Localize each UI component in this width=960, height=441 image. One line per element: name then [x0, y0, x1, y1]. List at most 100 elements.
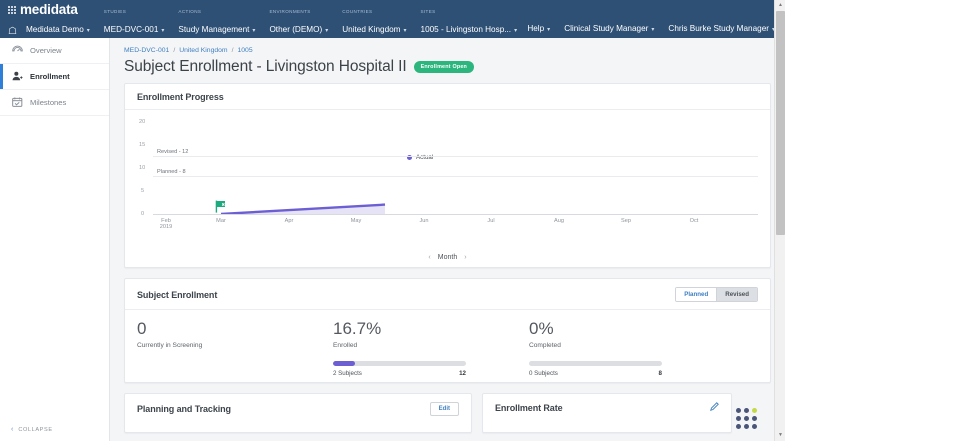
- brand-logo[interactable]: medidata: [8, 2, 78, 17]
- progress-bar-track-completed: [529, 360, 662, 366]
- launcher-dot: [744, 416, 749, 421]
- legend-marker-actual: [407, 155, 412, 160]
- breadcrumb-item-country[interactable]: United Kingdom: [179, 47, 228, 54]
- nav-kicker-actions: ACTIONS: [178, 9, 202, 14]
- sidebar: Overview Enrollment Milestones ‹ COLLAPS…: [0, 38, 110, 441]
- nav-label-environments: Other (DEMO): [269, 25, 323, 34]
- nav-item-help[interactable]: Help ▾: [527, 18, 550, 37]
- scrollbar-down-arrow[interactable]: ▼: [778, 432, 783, 438]
- page-title: Subject Enrollment - Livingston Hospital…: [124, 58, 407, 75]
- progress-target-enrolled: 12: [459, 369, 466, 377]
- progress-bar-fill-enrolled: [333, 360, 356, 366]
- subject-enrollment-stats: 0 Currently in Screening 16.7% Enrolled …: [125, 310, 770, 377]
- sidebar-collapse-label: COLLAPSE: [18, 426, 53, 433]
- app-root: medidata ☖ Medidata Demo ▾ STUDIES MED-DV…: [0, 0, 785, 441]
- x-tick-aug: Aug: [554, 218, 564, 224]
- nav-context-bar: ☖ Medidata Demo ▾ STUDIES MED-DVC-001 ▾ AC…: [8, 9, 531, 38]
- enrollment-progress-chart[interactable]: Actual 20 15 10 5 0 Revised - 12 Planned…: [125, 110, 770, 260]
- x-tick-apr: Apr: [284, 218, 294, 224]
- chevron-left-icon[interactable]: ‹: [428, 254, 431, 261]
- reference-line-planned: [153, 176, 758, 177]
- launcher-dot: [736, 408, 741, 413]
- nav-label-role: Clinical Study Manager: [564, 24, 649, 33]
- legend-label-actual: Actual: [416, 154, 434, 161]
- progress-bar-legend-completed: 0 Subjects 8: [529, 370, 662, 377]
- chevron-down-icon: ▾: [252, 28, 256, 34]
- enrollment-rate-header: Enrollment Rate: [483, 394, 731, 420]
- nav-item-role[interactable]: Clinical Study Manager ▾: [564, 18, 654, 37]
- x-tick-oct: Oct: [689, 218, 699, 224]
- x-tick-jul: Jul: [487, 218, 495, 224]
- chevron-down-icon: ▾: [514, 28, 518, 34]
- flag-icon: [215, 200, 226, 218]
- launcher-dot: [736, 416, 741, 421]
- launcher-dot: [744, 424, 749, 429]
- chevron-down-icon: ▾: [547, 27, 551, 33]
- progress-bar-track-enrolled: [333, 360, 466, 366]
- y-tick-20: 20: [139, 119, 146, 125]
- enrollment-rate-card: Enrollment Rate: [482, 393, 732, 433]
- nav-item-sites[interactable]: SITES 1005 - Livingston Hosp... ▾: [420, 9, 518, 38]
- planning-edit-button[interactable]: Edit: [429, 402, 459, 416]
- month-nav-label[interactable]: Month: [437, 254, 458, 261]
- nav-item-user[interactable]: Chris Burke Study Manager▾: [668, 18, 775, 37]
- top-navbar: medidata ☖ Medidata Demo ▾ STUDIES MED-DV…: [0, 0, 785, 38]
- nav-kicker-countries: COUNTRIES: [342, 9, 373, 14]
- stat-label-completed: Completed: [529, 341, 561, 349]
- stat-screening: 0 Currently in Screening: [137, 320, 333, 377]
- launcher-dot-highlight: [752, 408, 757, 413]
- chevron-down-icon: ▾: [325, 28, 329, 34]
- nav-item-studies[interactable]: STUDIES MED-DVC-001 ▾: [103, 9, 165, 38]
- nav-kicker-sites: SITES: [420, 9, 436, 14]
- nav-item-account[interactable]: Medidata Demo ▾: [26, 19, 90, 38]
- reference-label-planned: Planned - 8: [157, 169, 186, 175]
- planning-and-tracking-header: Planning and Tracking Edit: [125, 394, 471, 423]
- stat-label-screening: Currently in Screening: [137, 341, 203, 349]
- nav-item-actions[interactable]: ACTIONS Study Management ▾: [178, 9, 256, 38]
- nav-label-studies: MED-DVC-001: [103, 25, 159, 34]
- sidebar-label-overview: Overview: [30, 46, 62, 55]
- x-tick-jun: Jun: [419, 218, 429, 224]
- x-tick-feb: Feb 2019: [160, 218, 172, 230]
- chart-x-axis: [153, 214, 758, 215]
- brand-name: medidata: [20, 2, 78, 17]
- person-add-icon: [10, 71, 24, 83]
- toggle-option-planned[interactable]: Planned: [676, 288, 717, 301]
- planning-and-tracking-card: Planning and Tracking Edit: [124, 393, 472, 433]
- planned-revised-toggle: Planned Revised: [675, 287, 758, 302]
- scrollbar-up-arrow[interactable]: ▲: [778, 2, 783, 8]
- toggle-option-revised[interactable]: Revised: [716, 288, 757, 301]
- x-tick-mar: Mar: [216, 218, 226, 224]
- nav-label-user: Chris Burke Study Manager: [668, 24, 769, 33]
- scrollbar-thumb[interactable]: [776, 11, 785, 235]
- main-content: MED-DVC-001 / United Kingdom / 1005 Subj…: [110, 38, 785, 441]
- subject-enrollment-card: Subject Enrollment Planned Revised 0 Cur…: [124, 278, 771, 383]
- nav-kicker-environments: ENVIRONMENTS: [269, 9, 311, 14]
- x-tick-sep: Sep: [621, 218, 631, 224]
- home-icon[interactable]: ☖: [8, 26, 17, 37]
- status-badge: Enrollment Open: [413, 61, 475, 73]
- progress-target-completed: 8: [658, 369, 662, 377]
- breadcrumb-item-study[interactable]: MED-DVC-001: [124, 47, 170, 54]
- breadcrumb-separator: /: [231, 47, 234, 54]
- sidebar-item-enrollment[interactable]: Enrollment: [0, 64, 109, 90]
- subject-enrollment-title: Subject Enrollment: [137, 289, 218, 300]
- enrollment-progress-card: Enrollment Progress Actual 20 15 10 5 0 …: [124, 83, 771, 268]
- chevron-right-icon[interactable]: ›: [464, 254, 467, 261]
- sidebar-item-overview[interactable]: Overview: [0, 38, 109, 64]
- stat-enrolled: 16.7% Enrolled 2 Subjects 12: [333, 320, 529, 377]
- nav-item-environments[interactable]: ENVIRONMENTS Other (DEMO) ▾: [269, 9, 329, 38]
- app-launcher[interactable]: [736, 408, 757, 429]
- sidebar-collapse-button[interactable]: ‹ COLLAPSE: [0, 426, 109, 433]
- page-scrollbar[interactable]: ▲ ▼: [774, 0, 785, 441]
- pencil-icon[interactable]: [710, 402, 719, 413]
- stat-label-enrolled: Enrolled: [333, 341, 358, 349]
- sidebar-item-milestones[interactable]: Milestones: [0, 90, 109, 116]
- nav-item-countries[interactable]: COUNTRIES United Kingdom ▾: [342, 9, 406, 38]
- breadcrumb-item-site: 1005: [237, 47, 253, 54]
- nav-label-sites: 1005 - Livingston Hosp...: [420, 25, 512, 34]
- stat-value-enrolled: 16.7%: [333, 319, 382, 338]
- launcher-dot: [752, 424, 757, 429]
- planning-and-tracking-title: Planning and Tracking: [137, 404, 231, 414]
- sidebar-label-enrollment: Enrollment: [30, 72, 70, 81]
